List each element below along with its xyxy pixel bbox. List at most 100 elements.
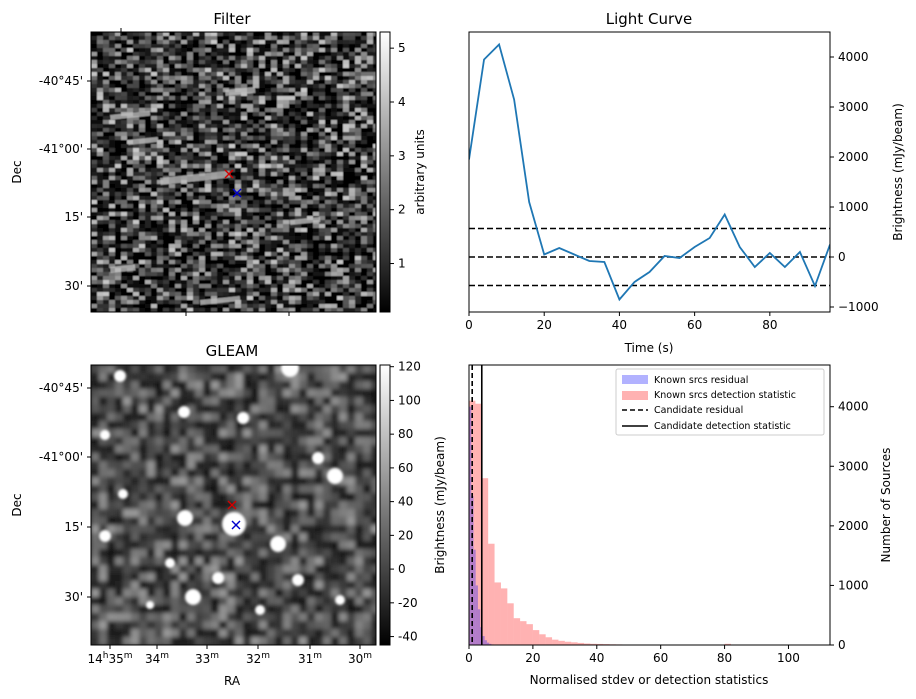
colorbar-tick-label: 4 [398, 95, 406, 109]
histogram-xlabel: Normalised stdev or detection statistics [530, 673, 769, 687]
histogram-bar [724, 643, 731, 645]
filter-ylabel: Dec [10, 160, 24, 183]
histogram-bar [596, 643, 604, 645]
colorbar-tick-label: 1 [398, 257, 406, 271]
lightcurve-x-tick-label: 20 [537, 318, 552, 332]
histogram-bar [473, 549, 476, 645]
colorbar-tick-label: -40 [398, 630, 418, 644]
histogram-x-tick-label: 100 [777, 651, 800, 665]
filter-panel: Filter -40°45' -41°00' 15' 30' Dec 1 2 3 4 5 ar… [10, 10, 427, 316]
histogram-bar [475, 403, 482, 645]
gleam-y-ticks: -40°45' -41°00' 15' 30' [39, 381, 91, 604]
lightcurve-frame [468, 31, 831, 313]
histogram-y-ticks: 0 1000 2000 3000 4000 [830, 400, 869, 652]
legend-frame [615, 368, 825, 436]
histogram-ylabel: Number of Sources [879, 448, 893, 563]
dec-tick-label: -41°00' [39, 450, 83, 464]
lightcurve-y-tick-label: −1000 [838, 300, 879, 314]
filter-colorbar-ticks: 1 2 3 4 5 [390, 41, 406, 271]
histogram-x-tick-label: 0 [465, 651, 473, 665]
colorbar-tick-label: 0 [398, 562, 406, 576]
filter-markers [224, 169, 242, 198]
histogram-bar [558, 640, 565, 645]
colorbar-tick-label: 120 [398, 360, 421, 374]
colorbar-tick-label: -20 [398, 596, 418, 610]
histogram-bar [577, 642, 585, 645]
histogram-bar [469, 400, 476, 645]
lightcurve-title: Light Curve [606, 10, 692, 28]
colorbar-tick-label: 5 [398, 41, 406, 55]
lightcurve-x-tick-label: 0 [465, 318, 473, 332]
gleam-ylabel: Dec [10, 493, 24, 516]
dec-tick-label: 15' [64, 210, 83, 224]
colorbar-tick-label: 20 [398, 528, 413, 542]
lightcurve-threshold-lines [469, 227, 830, 287]
lightcurve-panel: Light Curve 0 20 40 60 80 −1000 0 1000 2000 3000… [465, 10, 905, 355]
lightcurve-points [469, 44, 830, 300]
lightcurve-y-tick-label: 1000 [838, 200, 869, 214]
colorbar-tick-label: 2 [398, 203, 406, 217]
lightcurve-y-tick-label: 0 [838, 250, 846, 264]
histogram-bar [488, 543, 495, 645]
filter-y-ticks: -40°45' -41°00' 15' 30' [39, 28, 290, 316]
lightcurve-y-tick-label: 3000 [838, 100, 869, 114]
histogram-bar [520, 621, 527, 645]
filter-colorbar [379, 31, 391, 313]
lightcurve-x-ticks: 0 20 40 60 80 [465, 312, 777, 332]
legend-label-detection: Known srcs detection statistic [654, 390, 796, 401]
histogram-bar [564, 641, 572, 645]
colorbar-tick-label: 3 [398, 149, 406, 163]
histogram-bar [482, 636, 485, 645]
ra-tick-label: 33m [195, 651, 219, 666]
dec-tick-label: 15' [64, 520, 83, 534]
colorbar-tick-label: 40 [398, 495, 413, 509]
histogram-bar [500, 588, 508, 645]
filter-colorbar-label: arbitrary units [413, 129, 427, 215]
legend-label-residual: Known srcs residual [654, 375, 748, 386]
colorbar-tick-label: 60 [398, 461, 413, 475]
lightcurve-x-tick-label: 80 [762, 318, 777, 332]
ra-tick-label: 34m [145, 651, 169, 666]
histogram-x-ticks: 0 20 40 60 80 100 [465, 645, 800, 665]
lightcurve-y-ticks: −1000 0 1000 2000 3000 4000 [830, 50, 879, 314]
histogram-candidate-lines [471, 365, 483, 645]
histogram-y-tick-label: 0 [838, 638, 846, 652]
histogram-x-tick-label: 40 [589, 651, 604, 665]
histogram-legend: Known srcs residual Known srcs detection… [615, 368, 825, 436]
ra-tick-label: 30m [348, 651, 372, 666]
dec-tick-label: -41°00' [39, 142, 83, 156]
histogram-bar [507, 603, 514, 645]
histogram-x-tick-label: 80 [717, 651, 732, 665]
histogram-bar [471, 496, 474, 645]
ra-tick-label: 32m [246, 651, 270, 666]
lightcurve-series-line [469, 42, 830, 302]
histogram-bar [526, 624, 533, 645]
histogram-bar [475, 585, 478, 645]
gleam-colorbar-label: Brightness (mJy/beam) [433, 436, 447, 574]
histogram-bar [486, 642, 490, 645]
histogram-bar [477, 609, 481, 645]
histogram-bar [571, 642, 578, 645]
gleam-colorbar-ticks: -40 -20 0 20 40 60 80 100 120 [390, 360, 421, 644]
dec-tick-label: -40°45' [39, 381, 83, 395]
histogram-bar [584, 643, 591, 645]
lightcurve-xlabel: Time (s) [624, 341, 674, 355]
gleam-x-ticks: 14h35m 34m 33m 32m 31m 30m [87, 645, 372, 666]
filter-image [91, 32, 376, 312]
histogram-bar [552, 639, 559, 645]
histogram-frame [468, 364, 831, 646]
histogram-y-tick-label: 2000 [838, 519, 869, 533]
legend-label-cand-residual: Candidate residual [654, 405, 743, 416]
histogram-bar [481, 478, 489, 645]
histogram-y-tick-label: 4000 [838, 400, 869, 414]
lightcurve-x-tick-label: 60 [687, 318, 702, 332]
colorbar-tick-label: 80 [398, 427, 413, 441]
gleam-title: GLEAM [206, 342, 259, 360]
histogram-panel: 0 20 40 60 80 100 0 1000 2000 3000 4000 Normalise… [465, 364, 893, 687]
legend-label-cand-detection: Candidate detection statistic [654, 421, 791, 432]
dec-tick-label: -40°45' [39, 74, 83, 88]
filter-frame [90, 31, 377, 313]
dec-tick-label: 30' [64, 279, 83, 293]
histogram-bar [489, 643, 492, 645]
histogram-bar [545, 637, 553, 645]
